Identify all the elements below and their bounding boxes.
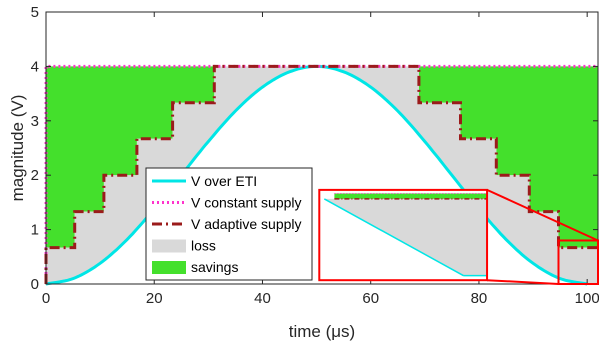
zoom-connector <box>486 188 599 242</box>
x-tick-label: 20 <box>146 290 163 307</box>
inset-eti-curve <box>323 198 464 277</box>
x-tick-label: 40 <box>254 290 271 307</box>
plot-frame <box>45 11 599 285</box>
y-tick-label: 1 <box>31 222 39 239</box>
x-tick-label: 0 <box>42 290 50 307</box>
legend-swatch <box>152 239 186 253</box>
inset-savings-area <box>334 193 488 199</box>
x-tick-label: 60 <box>362 290 379 307</box>
zoom-box <box>557 239 599 285</box>
x-tick-label: 80 <box>471 290 488 307</box>
y-axis-label: magnitude (V) <box>8 95 27 202</box>
series-v-adaptive-supply <box>44 64 598 284</box>
y-tick-label: 3 <box>31 113 39 130</box>
inset-loss-area <box>324 198 488 276</box>
y-tick-label: 0 <box>31 276 39 293</box>
zoom-connector <box>487 279 559 285</box>
legend-swatch <box>152 261 186 274</box>
legend-label: savings <box>191 259 238 275</box>
y-tick-label: 2 <box>31 167 39 184</box>
legend-label: V adaptive supply <box>191 216 302 232</box>
x-axis-label: time (μs) <box>289 322 355 341</box>
y-tick-label: 4 <box>31 58 39 75</box>
legend-label: V constant supply <box>191 195 302 211</box>
savings-area <box>46 66 598 285</box>
legend-label: V over ETI <box>191 173 257 189</box>
x-tick-label: 100 <box>575 290 599 307</box>
legend-label: loss <box>191 238 216 254</box>
y-tick-label: 5 <box>31 4 39 21</box>
inset-frame <box>318 188 489 282</box>
